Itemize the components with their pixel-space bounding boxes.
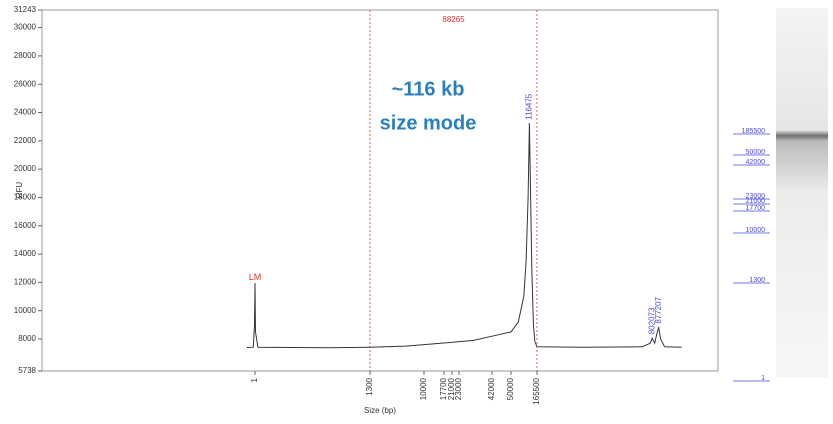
- ladder-label: 17700: [746, 205, 766, 212]
- x-tick-label: 1: [250, 377, 259, 382]
- y-tick-label: 8000: [18, 334, 36, 343]
- ladder-label: 42000: [746, 159, 766, 166]
- x-tick-label: 10000: [419, 377, 428, 400]
- chart: RFU Size (bp) ~116 kb size mode 57388000…: [0, 0, 833, 419]
- peak-marker: [254, 283, 256, 285]
- y-tick-label: 20000: [14, 164, 37, 173]
- x-tick-label: 165500: [532, 377, 541, 404]
- y-tick-label: 12000: [14, 277, 37, 286]
- region-label: 88265: [442, 15, 465, 24]
- gel-lane: [776, 8, 828, 378]
- y-tick-label: 26000: [14, 79, 37, 88]
- trace: [247, 124, 682, 348]
- x-tick-label: 23000: [454, 377, 463, 400]
- ladder-label: 185500: [742, 128, 765, 135]
- y-tick-label: 18000: [14, 193, 37, 202]
- x-axis-label: Size (bp): [364, 406, 396, 415]
- y-tick-label: 22000: [14, 136, 37, 145]
- y-tick-label: 16000: [14, 221, 37, 230]
- y-tick-label: 5738: [18, 366, 36, 375]
- y-tick-label: 24000: [14, 108, 37, 117]
- ladder-label: 10000: [746, 227, 766, 234]
- ladder-label: 21000: [746, 198, 766, 205]
- ladder-label: 1: [761, 375, 765, 382]
- peak-marker: [529, 123, 531, 125]
- y-tick-label: 30000: [14, 23, 37, 32]
- peak-marker: [651, 337, 653, 339]
- peak-label: 877207: [654, 296, 663, 323]
- x-tick-label: 1300: [365, 377, 374, 395]
- annotation: ~116 kb: [392, 78, 465, 100]
- x-tick-label: 50000: [506, 377, 515, 400]
- plot-frame: [42, 10, 718, 371]
- peak-marker: [658, 327, 660, 329]
- y-tick-label: 31243: [14, 5, 37, 14]
- annotation: size mode: [380, 112, 477, 134]
- peak-label: LM: [249, 272, 262, 282]
- x-tick-label: 42000: [487, 377, 496, 400]
- ladder-label: 50000: [746, 149, 766, 156]
- peak-label: 116475: [524, 93, 533, 120]
- y-tick-label: 10000: [14, 306, 37, 315]
- y-tick-label: 14000: [14, 249, 37, 258]
- y-tick-label: 28000: [14, 51, 37, 60]
- ladder-label: 1300: [749, 277, 765, 284]
